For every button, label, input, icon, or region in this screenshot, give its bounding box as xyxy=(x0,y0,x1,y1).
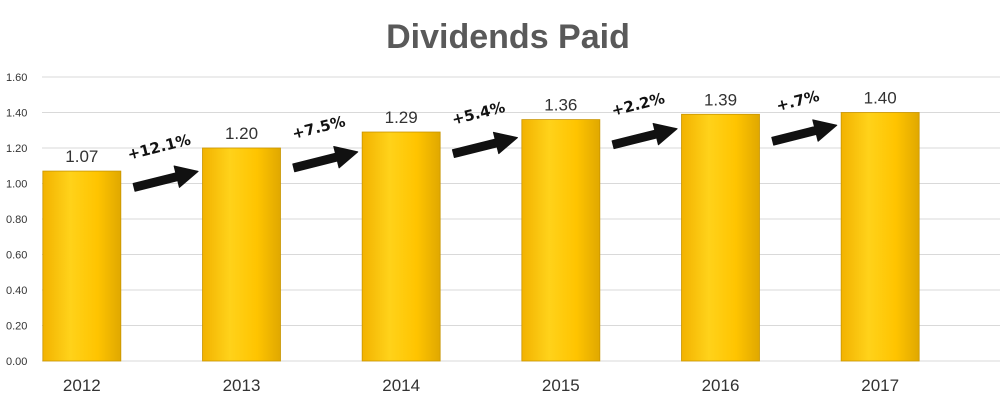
data-label: 1.20 xyxy=(225,124,258,143)
arrow-right-icon xyxy=(451,131,518,159)
x-axis-ticks: 2012 2013 2014 2015 2016 2017 xyxy=(63,376,899,395)
growth-annotation: +12.1% xyxy=(126,131,199,192)
bar-2013 xyxy=(202,147,281,362)
growth-label: +2.2% xyxy=(610,89,667,120)
y-tick-label: 1.40 xyxy=(6,108,27,120)
x-tick-label: 2016 xyxy=(702,376,740,395)
x-tick-label: 2013 xyxy=(223,376,261,395)
growth-annotation: +.7% xyxy=(771,87,838,146)
y-tick-label: 0.20 xyxy=(6,321,27,333)
x-tick-label: 2017 xyxy=(861,376,899,395)
growth-annotation: +5.4% xyxy=(450,98,518,159)
y-tick-label: 0.40 xyxy=(6,285,27,297)
arrow-right-icon xyxy=(611,122,678,150)
growth-annotation: +7.5% xyxy=(290,112,359,173)
data-label: 1.07 xyxy=(65,147,98,166)
y-tick-label: 0.60 xyxy=(6,250,27,262)
y-tick-label: 1.20 xyxy=(6,143,27,155)
growth-label: +.7% xyxy=(774,87,821,115)
arrow-right-icon xyxy=(771,119,838,146)
bar-2016 xyxy=(681,113,760,362)
x-tick-label: 2014 xyxy=(382,376,420,395)
x-tick-label: 2012 xyxy=(63,376,101,395)
growth-label: +5.4% xyxy=(450,98,507,129)
y-tick-label: 1.00 xyxy=(6,179,27,191)
bars xyxy=(42,112,920,362)
x-tick-label: 2015 xyxy=(542,376,580,395)
y-tick-label: 0.00 xyxy=(6,356,27,368)
growth-annotation: +2.2% xyxy=(610,89,678,150)
y-axis-ticks: 0.00 0.20 0.40 0.60 0.80 1.00 1.20 1.40 1.60 xyxy=(6,72,27,368)
arrow-right-icon xyxy=(292,146,359,173)
data-label: 1.40 xyxy=(864,89,897,108)
chart-title: Dividends Paid xyxy=(386,18,630,56)
growth-label: +7.5% xyxy=(290,112,347,143)
bar-2014 xyxy=(361,131,441,362)
data-labels: 1.07 1.20 1.29 1.36 1.39 1.40 xyxy=(65,89,896,167)
data-label: 1.29 xyxy=(385,108,418,127)
y-tick-label: 1.60 xyxy=(6,72,27,84)
data-label: 1.39 xyxy=(704,90,737,109)
bar-2015 xyxy=(521,119,601,362)
y-tick-label: 0.80 xyxy=(6,214,27,226)
growth-label: +12.1% xyxy=(126,131,193,164)
bar-2012 xyxy=(42,170,122,362)
bar-2017 xyxy=(840,112,920,362)
data-label: 1.36 xyxy=(544,96,577,115)
arrow-right-icon xyxy=(132,165,199,192)
gridlines xyxy=(42,76,1000,362)
